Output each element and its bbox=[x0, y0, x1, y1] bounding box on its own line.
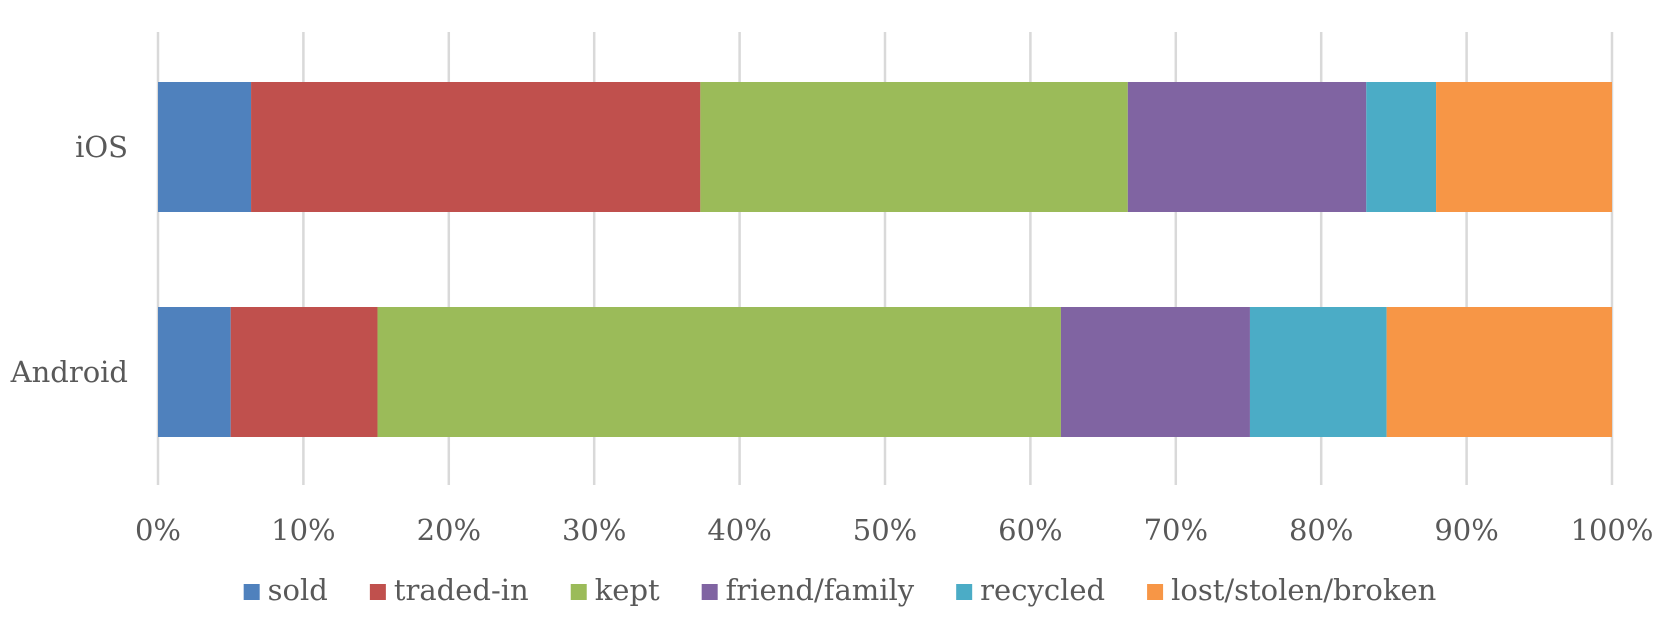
bar-segment-ios-lost-stolen-broken bbox=[1436, 82, 1612, 212]
bar-segment-android-friend-family bbox=[1060, 307, 1250, 437]
legend-label: sold bbox=[268, 573, 328, 607]
x-tick-label: 80% bbox=[1289, 513, 1353, 547]
x-tick-label: 30% bbox=[562, 513, 626, 547]
bar-segment-android-sold bbox=[158, 307, 231, 437]
x-tick-label: 0% bbox=[135, 513, 181, 547]
legend-item-kept: kept bbox=[570, 573, 660, 607]
x-tick-label: 100% bbox=[1571, 513, 1654, 547]
legend-item-friend-family: friend/family bbox=[701, 573, 915, 607]
x-axis-tick-labels: 0% 10% 20% 30% 40% 50% 60% 70% 80% 90% 100% bbox=[135, 513, 1653, 547]
y-axis-category-labels: iOS Android bbox=[10, 130, 128, 389]
bar-segment-android-traded-in bbox=[230, 307, 378, 437]
bar-segment-ios-recycled bbox=[1366, 82, 1437, 212]
bar-segment-android-lost-stolen-broken bbox=[1386, 307, 1612, 437]
legend: sold traded-in kept friend/family recycled lo… bbox=[243, 573, 1436, 607]
bars bbox=[158, 82, 1612, 437]
x-tick-label: 50% bbox=[853, 513, 917, 547]
bar-segment-ios-friend-family bbox=[1127, 82, 1367, 212]
legend-label: friend/family bbox=[726, 573, 915, 607]
legend-item-recycled: recycled bbox=[956, 573, 1105, 607]
legend-label: recycled bbox=[980, 573, 1105, 607]
x-tick-label: 70% bbox=[1144, 513, 1208, 547]
bar-segment-android-kept bbox=[377, 307, 1061, 437]
legend-swatch bbox=[701, 584, 718, 600]
x-tick-label: 40% bbox=[707, 513, 771, 547]
legend-label: kept bbox=[595, 573, 660, 607]
legend-swatch bbox=[1147, 584, 1164, 600]
category-label-ios: iOS bbox=[75, 130, 128, 164]
x-tick-label: 60% bbox=[998, 513, 1062, 547]
legend-label: lost/stolen/broken bbox=[1171, 573, 1436, 607]
legend-item-traded-in: traded-in bbox=[369, 573, 529, 607]
x-tick-label: 90% bbox=[1434, 513, 1498, 547]
bar-segment-ios-kept bbox=[700, 82, 1128, 212]
bar-segment-ios-traded-in bbox=[251, 82, 701, 212]
category-label-android: Android bbox=[10, 355, 128, 389]
bar-segment-ios-sold bbox=[158, 82, 252, 212]
legend-item-lost-stolen-broken: lost/stolen/broken bbox=[1147, 573, 1436, 607]
x-tick-label: 20% bbox=[417, 513, 481, 547]
legend-item-sold: sold bbox=[243, 573, 328, 607]
legend-swatch bbox=[369, 584, 386, 600]
legend-label: traded-in bbox=[394, 573, 529, 607]
legend-swatch bbox=[570, 584, 587, 600]
bar-segment-android-recycled bbox=[1249, 307, 1387, 437]
legend-swatch bbox=[243, 584, 260, 600]
legend-swatch bbox=[956, 584, 973, 600]
x-tick-label: 10% bbox=[271, 513, 335, 547]
